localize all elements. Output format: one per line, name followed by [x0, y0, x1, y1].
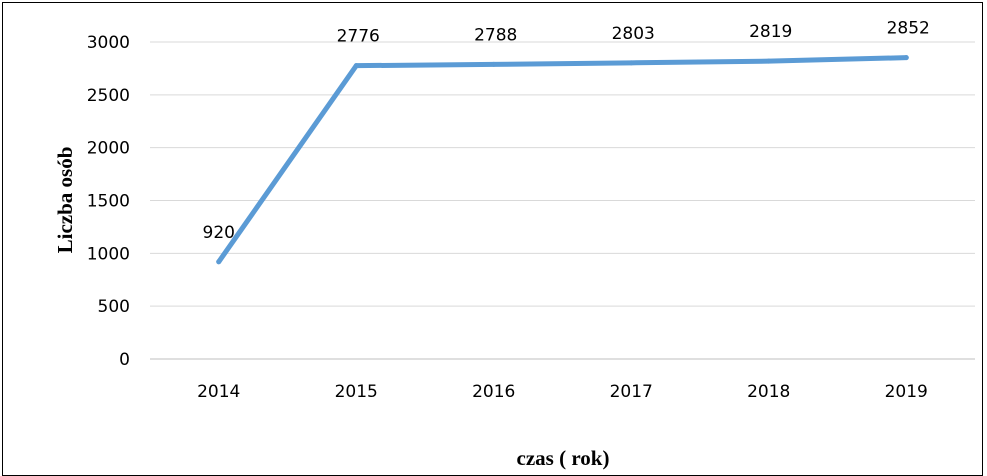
data-label-2017: 2803 [612, 24, 655, 44]
y-tick-label: 3000 [87, 33, 130, 53]
x-axis-title: czas ( rok) [517, 446, 610, 470]
data-label-2016: 2788 [474, 25, 517, 45]
x-tick-label: 2017 [610, 382, 653, 402]
data-point-2017 [628, 60, 634, 66]
data-label-2015: 2776 [337, 27, 380, 47]
y-axis-title: Liczba osób [53, 147, 77, 254]
y-tick-label: 500 [98, 297, 130, 317]
x-tick-label: 2019 [885, 382, 928, 402]
y-tick-label: 1500 [87, 192, 130, 212]
data-point-2014 [216, 259, 222, 265]
y-tick-label: 1000 [87, 244, 130, 264]
y-tick-label: 2000 [87, 139, 130, 159]
data-point-2015 [353, 63, 359, 69]
data-labels: 920 2776 2788 2803 2819 2852 [203, 19, 930, 243]
data-point-2016 [491, 61, 497, 67]
series-line [216, 55, 909, 265]
y-tick-label: 2500 [87, 86, 130, 106]
data-label-2014: 920 [203, 223, 235, 243]
x-tick-label: 2016 [472, 382, 515, 402]
x-tick-label: 2018 [747, 382, 790, 402]
data-label-2019: 2852 [887, 19, 930, 39]
y-axis-tick-labels: 0 500 1000 1500 2000 2500 3000 [87, 33, 130, 370]
x-tick-label: 2015 [335, 382, 378, 402]
series-group [216, 55, 909, 265]
y-tick-label: 0 [119, 350, 130, 370]
data-point-2018 [766, 58, 772, 64]
gridlines [150, 41, 975, 360]
data-label-2018: 2819 [749, 22, 792, 42]
data-point-2019 [903, 55, 909, 61]
x-axis-tick-labels: 2014 2015 2016 2017 2018 2019 [197, 382, 928, 402]
x-tick-label: 2014 [197, 382, 240, 402]
